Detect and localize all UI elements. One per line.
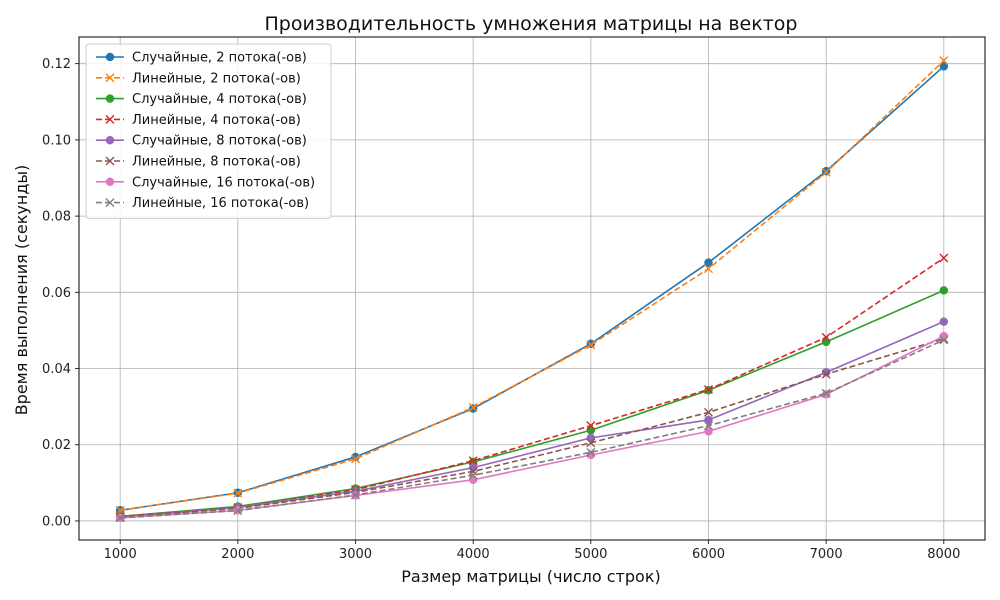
- axis-ticks: 1000 2000 3000 4000 5000 6000 7000 8000 0.00 0.02…: [42, 57, 960, 562]
- data-point: [468, 475, 478, 485]
- series-line: [120, 289, 945, 518]
- legend-entry: Линейные, 8 потока(-ов): [96, 155, 301, 170]
- series-line: [120, 320, 945, 518]
- data-point: [703, 407, 713, 417]
- legend-label: Линейные, 16 потока(-ов): [132, 196, 309, 211]
- legend-entry: Случайные, 16 потока(-ов): [96, 175, 315, 190]
- data-point: [939, 253, 949, 263]
- y-tick-label: 0.02: [42, 438, 71, 453]
- plot-area-frame: [78, 36, 986, 541]
- data-point: [586, 447, 596, 457]
- y-tick-label: 0.06: [42, 286, 71, 301]
- data-point: [468, 463, 478, 472]
- series-lines: [115, 56, 949, 523]
- data-point: [821, 167, 831, 177]
- data-point: [939, 335, 949, 345]
- data-point: [703, 421, 713, 431]
- x-tick-label: 1000: [104, 547, 137, 562]
- legend-swatch-marker: [105, 94, 115, 103]
- chart-title: Производительность умножения матрицы на …: [265, 13, 798, 35]
- grid: [79, 37, 985, 540]
- data-point: [821, 332, 831, 342]
- y-tick-label: 0.00: [42, 514, 71, 529]
- data-point: [704, 258, 713, 267]
- legend-entry: Линейные, 2 потока(-ов): [96, 71, 301, 86]
- legend-entry: Случайные, 4 потока(-ов): [96, 92, 307, 107]
- y-axis-title: Время выполнения (секунды): [12, 165, 31, 416]
- x-tick-label: 2000: [221, 547, 254, 562]
- data-point: [233, 506, 243, 516]
- data-point: [468, 466, 478, 476]
- data-point: [115, 513, 125, 523]
- x-tick-label: 4000: [457, 547, 490, 562]
- data-point: [468, 402, 478, 412]
- legend-swatch-marker: [105, 198, 115, 208]
- series-3: [115, 286, 949, 521]
- x-tick-label: 7000: [810, 547, 843, 562]
- data-point: [468, 456, 478, 466]
- legend-label: Линейные, 4 потока(-ов): [132, 113, 301, 128]
- data-point: [468, 470, 478, 480]
- series-line: [120, 338, 945, 518]
- x-tick-label: 6000: [692, 547, 725, 562]
- data-point: [586, 340, 596, 350]
- x-tick-label: 5000: [574, 547, 607, 562]
- data-point: [939, 286, 949, 295]
- legend-swatch-marker: [105, 114, 115, 124]
- legend-label: Линейные, 2 потока(-ов): [132, 71, 301, 86]
- legend-label: Случайные, 4 потока(-ов): [132, 92, 307, 107]
- legend-label: Линейные, 8 потока(-ов): [132, 155, 301, 170]
- legend-entry: Линейные, 16 потока(-ов): [96, 196, 309, 211]
- data-point: [586, 438, 596, 448]
- series-4: [115, 253, 949, 521]
- series-line: [120, 339, 945, 519]
- y-tick-label: 0.10: [42, 133, 71, 148]
- legend-entry: Линейные, 4 потока(-ов): [96, 113, 301, 128]
- y-tick-label: 0.08: [42, 210, 71, 225]
- x-tick-label: 8000: [927, 547, 960, 562]
- legend-entry: Случайные, 8 потока(-ов): [96, 134, 307, 149]
- data-point: [351, 454, 361, 464]
- legend-swatch-marker: [105, 135, 115, 145]
- y-tick-label: 0.12: [42, 57, 71, 72]
- data-point: [939, 62, 949, 71]
- data-point: [939, 56, 949, 66]
- data-point: [821, 388, 831, 398]
- legend: Случайные, 2 потока(-ов) Линейные, 2 пото…: [85, 43, 332, 219]
- data-point: [351, 490, 361, 500]
- data-point: [586, 426, 596, 435]
- data-point: [821, 369, 831, 379]
- x-tick-label: 3000: [339, 547, 372, 562]
- legend-label: Случайные, 16 потока(-ов): [132, 175, 315, 190]
- legend-swatch-marker: [105, 177, 115, 187]
- series-8: [115, 335, 949, 523]
- data-point: [704, 427, 713, 436]
- x-axis-title: Размер матрицы (число строк): [401, 567, 660, 586]
- y-tick-label: 0.04: [42, 362, 71, 377]
- legend-label: Случайные, 2 потока(-ов): [132, 51, 307, 66]
- legend-swatch-marker: [105, 73, 115, 83]
- legend-swatch-marker: [105, 156, 115, 166]
- data-point: [703, 264, 713, 274]
- data-point: [939, 331, 949, 341]
- series-line: [120, 257, 945, 518]
- legend-swatch-marker: [105, 52, 115, 62]
- data-point: [233, 488, 243, 498]
- data-point: [704, 415, 713, 425]
- data-point: [586, 421, 596, 431]
- legend-entry: Случайные, 2 потока(-ов): [96, 51, 307, 66]
- data-point: [939, 317, 949, 326]
- legend-box: [85, 43, 332, 219]
- data-point: [703, 384, 713, 394]
- series-2: [115, 56, 949, 515]
- legend-label: Случайные, 8 потока(-ов): [132, 134, 307, 149]
- series-line: [120, 60, 945, 512]
